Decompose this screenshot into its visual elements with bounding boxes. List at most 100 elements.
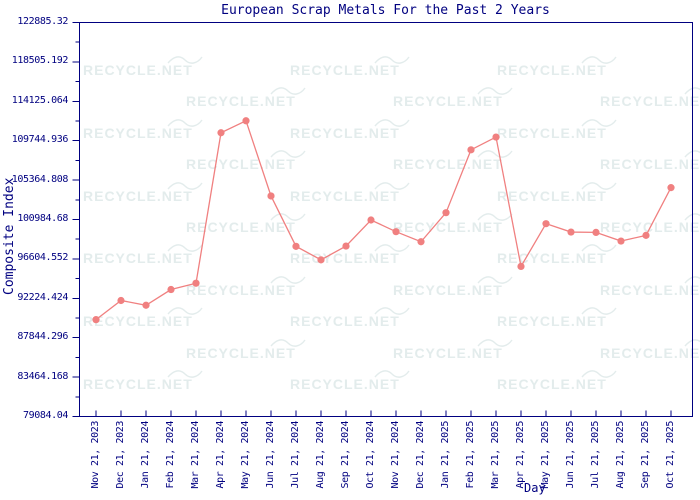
watermark-squiggle-icon xyxy=(270,338,306,347)
watermark: RECYCLE.NET xyxy=(83,244,203,267)
watermark-text: RECYCLE.NET xyxy=(600,93,700,110)
x-tick-label: Jul 21, 2025 xyxy=(590,421,601,489)
x-tick-label: Jan 21, 2024 xyxy=(140,421,151,489)
watermark: RECYCLE.NET xyxy=(393,87,513,109)
watermark-squiggle-icon xyxy=(167,244,203,253)
x-tick-label: Jan 21, 2025 xyxy=(440,421,451,489)
watermark-squiggle-icon xyxy=(374,244,410,253)
x-tick-label: Mar 21, 2024 xyxy=(190,421,201,489)
y-tick-label: 122885.32 xyxy=(17,16,68,27)
x-tick-label: Sep 21, 2025 xyxy=(640,421,651,489)
data-line xyxy=(95,119,672,321)
y-tick-label: 109744.936 xyxy=(11,134,69,146)
watermark-text: RECYCLE.NET xyxy=(83,187,193,204)
watermark-squiggle-icon xyxy=(581,181,617,190)
x-tick-label: Dec 21, 2023 xyxy=(115,421,126,489)
watermark: RECYCLE.NET xyxy=(497,181,617,204)
watermark: RECYCLE.NET xyxy=(600,87,700,110)
watermark-squiggle-icon xyxy=(374,119,410,127)
y-tick-label: 118505.192 xyxy=(11,55,69,67)
x-tick-label: Jun 21, 2025 xyxy=(565,421,576,489)
data-point xyxy=(242,117,250,125)
y-tick-label: 100984.68 xyxy=(17,213,68,224)
watermark-text: RECYCLE.NET xyxy=(290,62,400,78)
watermark-text: RECYCLE.NET xyxy=(497,376,607,392)
watermark-squiggle-icon xyxy=(581,244,617,253)
watermark: RECYCLE.NET xyxy=(186,213,306,235)
watermark: RECYCLE.NET xyxy=(600,276,700,298)
data-point xyxy=(192,279,200,287)
data-point xyxy=(442,209,450,217)
data-point xyxy=(617,237,625,245)
data-point xyxy=(217,129,225,137)
watermark-text: RECYCLE.NET xyxy=(393,344,503,361)
watermark: RECYCLE.NET xyxy=(186,150,306,172)
watermark-text: RECYCLE.NET xyxy=(393,219,503,235)
y-tick-label: 79084.04 xyxy=(23,410,68,421)
watermark-squiggle-icon xyxy=(684,213,700,221)
data-point xyxy=(292,242,300,250)
watermark: RECYCLE.NET xyxy=(290,119,410,141)
watermark-squiggle-icon xyxy=(167,370,203,378)
watermark: RECYCLE.NET xyxy=(83,56,203,78)
watermark: RECYCLE.NET xyxy=(290,307,410,329)
x-tick-label: Sep 21, 2024 xyxy=(340,421,351,489)
y-tick-label: 105364.808 xyxy=(11,173,69,185)
x-tick-label: Aug 21, 2024 xyxy=(315,421,326,489)
watermark-text: RECYCLE.NET xyxy=(393,281,503,298)
y-tick-label: 96604.552 xyxy=(17,252,68,264)
x-tick-label: Apr 21, 2024 xyxy=(215,421,226,489)
x-tick-label: Jun 21, 2024 xyxy=(265,421,276,489)
data-point xyxy=(417,238,425,246)
watermark: RECYCLE.NET xyxy=(393,213,513,235)
watermark: RECYCLE.NET xyxy=(186,87,306,109)
watermark-squiggle-icon xyxy=(167,307,203,315)
watermark: RECYCLE.NET xyxy=(83,307,203,329)
watermark-squiggle-icon xyxy=(374,181,410,190)
watermark: RECYCLE.NET xyxy=(186,276,306,298)
data-point xyxy=(667,184,675,192)
watermark-text: RECYCLE.NET xyxy=(393,156,503,173)
watermark-text: RECYCLE.NET xyxy=(497,124,607,141)
watermark: RECYCLE.NET xyxy=(186,338,306,361)
watermark-squiggle-icon xyxy=(374,56,410,64)
watermark-squiggle-icon xyxy=(270,276,306,284)
x-tick-label: Nov 21, 2024 xyxy=(390,421,401,489)
data-point xyxy=(167,285,175,294)
data-point xyxy=(267,192,275,200)
watermark-squiggle-icon xyxy=(581,370,617,378)
data-point xyxy=(592,228,600,237)
watermark-squiggle-icon xyxy=(684,87,700,95)
y-tick-label: 92224.424 xyxy=(17,291,68,303)
watermark: RECYCLE.NET xyxy=(290,181,410,204)
watermark-text: RECYCLE.NET xyxy=(497,62,607,78)
watermark: RECYCLE.NET xyxy=(290,244,410,266)
watermark-squiggle-icon xyxy=(684,338,700,347)
y-tick-label: 87844.296 xyxy=(17,331,68,343)
data-point xyxy=(117,296,125,305)
watermark: RECYCLE.NET xyxy=(497,56,617,78)
x-tick-label: May 21, 2024 xyxy=(240,421,251,489)
watermark: RECYCLE.NET xyxy=(83,181,203,204)
chart-title: European Scrap Metals For the Past 2 Yea… xyxy=(221,3,550,18)
x-tick-label: Dec 21, 2024 xyxy=(415,421,426,489)
watermark-text: RECYCLE.NET xyxy=(186,219,296,235)
watermark-squiggle-icon xyxy=(477,150,513,158)
data-point xyxy=(642,231,650,239)
watermark: RECYCLE.NET xyxy=(290,56,410,78)
data-point xyxy=(567,228,575,236)
watermark-text: RECYCLE.NET xyxy=(497,250,607,267)
watermark-squiggle-icon xyxy=(477,213,513,221)
x-tick-label: Feb 21, 2025 xyxy=(465,421,476,489)
data-point xyxy=(92,316,100,324)
watermark-squiggle-icon xyxy=(374,370,410,378)
watermark-squiggle-icon xyxy=(374,307,410,315)
x-tick-label: Oct 21, 2024 xyxy=(365,421,376,489)
data-point xyxy=(492,133,500,141)
watermark-squiggle-icon xyxy=(167,56,203,64)
watermark-squiggle-icon xyxy=(581,119,617,127)
watermark: RECYCLE.NET xyxy=(497,244,617,267)
watermark-text: RECYCLE.NET xyxy=(83,250,193,267)
